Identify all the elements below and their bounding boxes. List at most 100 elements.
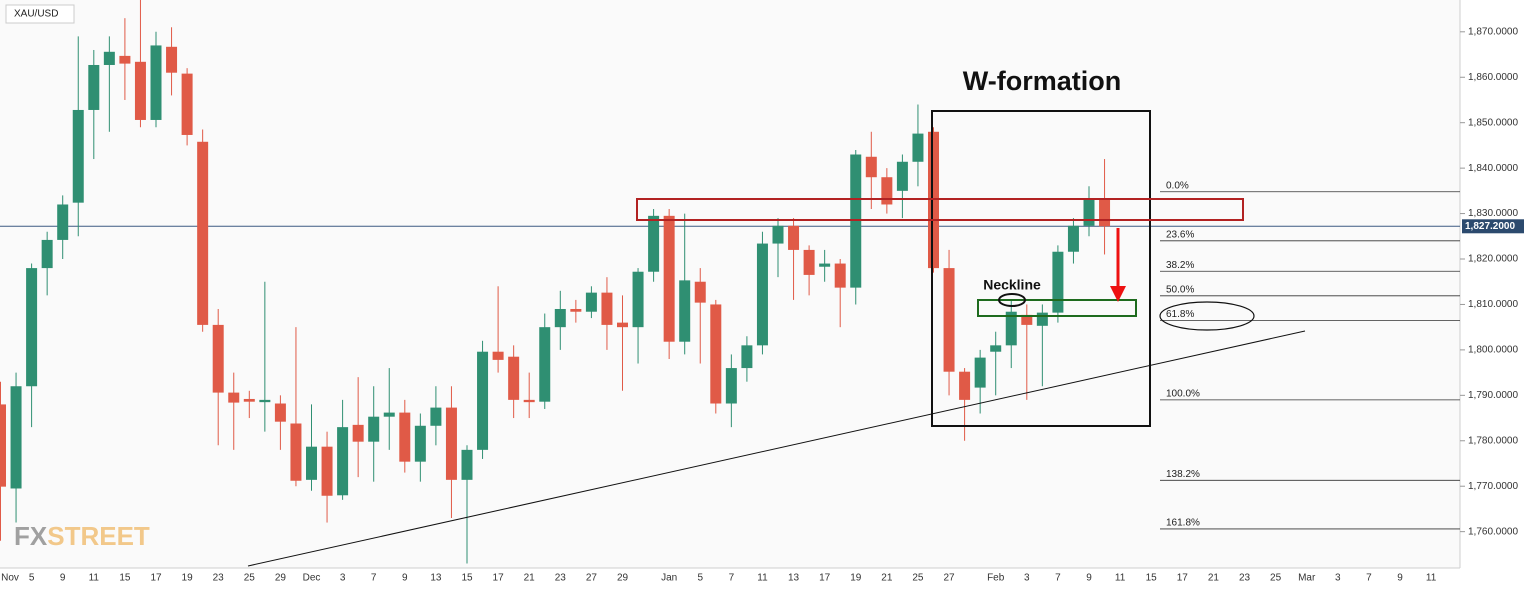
price-badge	[1462, 219, 1524, 234]
candle-body	[1083, 199, 1095, 226]
logo: FXSTREET	[14, 521, 150, 551]
y-tick-label: 1,820.0000	[1468, 254, 1518, 265]
x-tick-label: 9	[402, 573, 408, 584]
x-tick-label: 11	[1115, 573, 1126, 584]
x-tick-label: 19	[182, 573, 194, 584]
y-tick-label: 1,870.0000	[1468, 26, 1518, 37]
x-tick-label: 25	[1270, 573, 1282, 584]
x-tick-label: 23	[555, 573, 567, 584]
x-tick-label: 23	[213, 573, 225, 584]
plot-background	[0, 0, 1460, 568]
x-tick-label: 11	[757, 573, 768, 584]
candle-body	[990, 345, 1002, 352]
fib-label: 100.0%	[1166, 389, 1200, 400]
x-tick-label: Jan	[661, 573, 677, 584]
y-tick-label: 1,810.0000	[1468, 299, 1518, 310]
candle-body	[974, 357, 986, 388]
trend-line	[247, 330, 1306, 567]
y-tick-label: 1,800.0000	[1468, 345, 1518, 356]
x-tick-label: 7	[729, 573, 735, 584]
x-tick-label: 7	[1055, 573, 1061, 584]
candle-body	[1036, 312, 1048, 326]
candle-body	[352, 424, 364, 442]
x-tick-label: 25	[912, 573, 924, 584]
x-tick-label: 27	[943, 573, 955, 584]
fib-label: 138.2%	[1166, 469, 1200, 480]
x-tick-label: 17	[150, 573, 162, 584]
candle-body	[41, 239, 53, 269]
candle-body	[694, 281, 706, 303]
x-tick-label: 21	[524, 573, 536, 584]
x-tick-label: 19	[850, 573, 862, 584]
x-tick-label: 27	[586, 573, 598, 584]
x-tick-label: 9	[1397, 573, 1403, 584]
candle-body	[1099, 199, 1111, 227]
arrow-head	[1110, 286, 1126, 302]
y-tick-label: 1,760.0000	[1468, 526, 1518, 537]
symbol: XAU/USD	[14, 9, 58, 20]
candle-body	[554, 308, 566, 328]
fib-label: 61.8%	[1166, 309, 1194, 320]
candle-body	[212, 324, 224, 393]
candle-body	[1021, 314, 1033, 325]
fib-label: 23.6%	[1166, 229, 1194, 240]
candle-body	[772, 225, 784, 244]
candle-body	[477, 351, 489, 450]
x-tick-label: 3	[1024, 573, 1030, 584]
x-tick-label: 15	[1146, 573, 1158, 584]
candle-body	[850, 154, 862, 288]
candle-body	[337, 427, 349, 496]
candle-body	[414, 425, 426, 462]
candle-body	[881, 177, 893, 205]
candle-body	[1052, 251, 1064, 313]
fib-label: 161.8%	[1166, 518, 1200, 529]
candle-body	[103, 51, 115, 65]
pattern-label: W-formation	[963, 66, 1121, 96]
x-tick-label: 29	[617, 573, 629, 584]
x-tick-label: 3	[340, 573, 346, 584]
fib-label: 50.0%	[1166, 284, 1194, 295]
fib-circle	[1159, 301, 1255, 331]
y-tick-label: 1,860.0000	[1468, 72, 1518, 83]
candle-body	[228, 392, 240, 403]
x-tick-label: 21	[881, 573, 893, 584]
marks: 1,760.0000 1,770.0000 1,780.0000 1,790.0000…	[0, 0, 1524, 584]
logo-fx: FX	[14, 521, 48, 551]
candle-body	[134, 61, 146, 120]
x-tick-label: 15	[461, 573, 473, 584]
y-tick-label: 1,770.0000	[1468, 481, 1518, 492]
candle-body	[539, 327, 551, 402]
fib-label: 38.2%	[1166, 260, 1194, 271]
candle-body	[725, 368, 737, 404]
x-tick-label: 21	[1208, 573, 1220, 584]
candle-body	[508, 356, 520, 400]
x-tick-label: 13	[430, 573, 442, 584]
candle-body	[461, 449, 473, 480]
y-tick-label: 1,780.0000	[1468, 435, 1518, 446]
candle-body	[181, 73, 193, 135]
x-tick-label: 25	[244, 573, 256, 584]
candle-body	[1067, 225, 1079, 252]
candle-body	[306, 446, 317, 480]
candle-body	[523, 399, 535, 403]
candle-body	[274, 403, 286, 422]
candle-body	[601, 292, 613, 325]
candle-body	[0, 404, 6, 487]
y-tick-label: 1,830.0000	[1468, 208, 1518, 219]
candle-body	[290, 423, 302, 481]
x-tick-label: Nov	[1, 573, 19, 584]
neckline-box	[977, 299, 1137, 317]
x-tick-label: 7	[371, 573, 377, 584]
x-tick-label: 17	[493, 573, 505, 584]
w-box	[931, 110, 1151, 427]
x-tick-label: 11	[1426, 573, 1437, 584]
x-tick-label: 17	[819, 573, 831, 584]
fib-label: 0.0%	[1166, 180, 1189, 191]
y-tick-label: 1,850.0000	[1468, 117, 1518, 128]
candle-body	[166, 46, 178, 73]
x-tick-label: 9	[1086, 573, 1092, 584]
candle-body	[585, 292, 597, 312]
resistance-box	[636, 198, 1244, 221]
x-tick-label: 3	[1335, 573, 1341, 584]
